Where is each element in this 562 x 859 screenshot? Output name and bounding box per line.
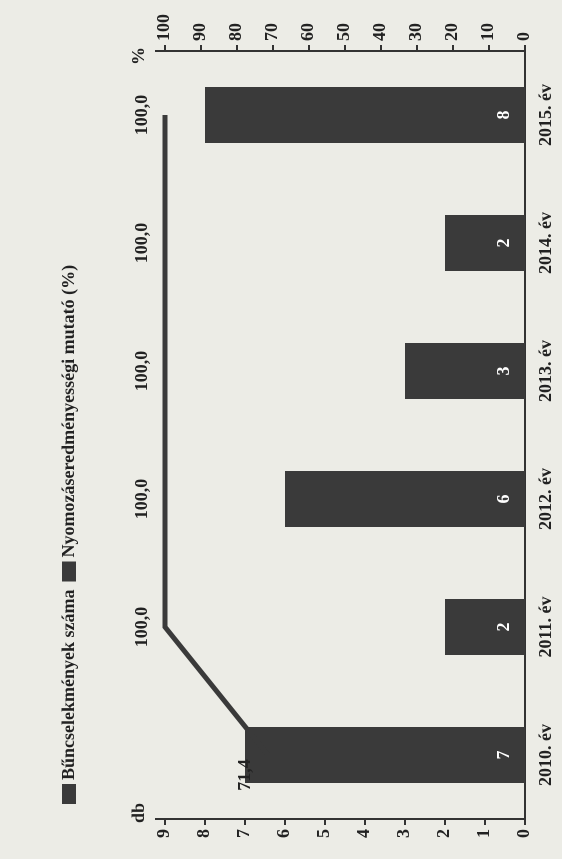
line-value-label: 100,0 (131, 351, 151, 392)
y-axis-label: db (128, 803, 148, 823)
x-tick-label: 2011. év (535, 597, 555, 658)
x-tick-label: 2010. év (535, 724, 555, 786)
y-tick-label: 1 (473, 829, 493, 838)
y-tick-label: 4 (353, 829, 373, 838)
legend-swatch (62, 784, 76, 804)
bar-value-label: 8 (493, 111, 513, 120)
y2-tick-label: 10 (477, 23, 497, 41)
y-tick-label: 6 (273, 829, 293, 838)
legend-swatch (62, 561, 76, 582)
x-tick-label: 2013. év (535, 340, 555, 402)
bar (205, 87, 525, 143)
y2-tick-label: 80 (225, 23, 245, 41)
line-value-label: 100,0 (131, 479, 151, 520)
bar-value-label: 6 (493, 495, 513, 504)
y2-tick-label: 50 (333, 23, 353, 41)
y2-axis-label: % (128, 47, 148, 65)
y2-tick-label: 40 (369, 23, 389, 41)
y2-tick-label: 60 (297, 23, 317, 41)
bar (445, 215, 525, 271)
y-tick-label: 5 (313, 829, 333, 838)
legend-label: Nyomozáseredményességi mutató (%) (58, 265, 79, 558)
y2-tick-label: 20 (441, 23, 461, 41)
bar (245, 727, 525, 783)
legend-label: Bűncselekmények száma (58, 590, 78, 781)
y2-tick-label: 100 (153, 14, 173, 41)
bar-value-label: 2 (493, 239, 513, 248)
line-value-label: 100,0 (131, 95, 151, 136)
bar (445, 599, 525, 655)
y2-tick-label: 30 (405, 23, 425, 41)
bar (405, 343, 525, 399)
line (162, 115, 270, 757)
line-value-label: 100,0 (131, 607, 151, 648)
bar-value-label: 7 (493, 751, 513, 760)
y-tick-label: 0 (513, 829, 533, 838)
y-tick-label: 9 (153, 829, 173, 838)
line-value-label: 71,4 (234, 759, 254, 791)
line-value-label: 100,0 (131, 223, 151, 264)
y-tick-label: 3 (393, 829, 413, 838)
bar-value-label: 3 (493, 367, 513, 376)
y-tick-label: 8 (193, 829, 213, 838)
y-tick-label: 2 (433, 829, 453, 838)
y2-tick-label: 70 (261, 23, 281, 41)
bar-value-label: 2 (493, 623, 513, 632)
x-tick-label: 2014. év (535, 212, 555, 274)
x-tick-label: 2012. év (535, 468, 555, 530)
bar (285, 471, 525, 527)
y-tick-label: 7 (233, 829, 253, 838)
y2-tick-label: 0 (513, 32, 533, 41)
x-tick-label: 2015. év (535, 84, 555, 146)
y2-tick-label: 90 (189, 23, 209, 41)
